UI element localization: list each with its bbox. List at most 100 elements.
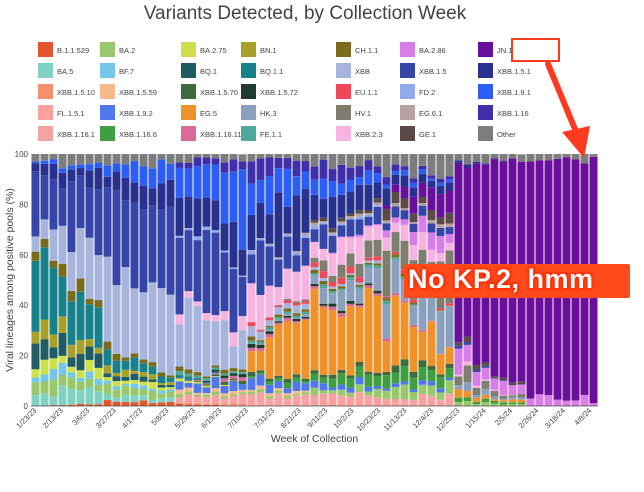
legend-label: FE.1.1 xyxy=(260,130,283,139)
bar-segment-xbb-1-9-1 xyxy=(256,179,265,203)
bar-segment-bn-1 xyxy=(157,383,166,385)
bar-segment-xbb-1-16-11 xyxy=(310,286,319,289)
annotation-arrow-head xyxy=(562,126,590,158)
bar-segment-xbb-1-9-1 xyxy=(418,169,427,174)
bar-segment-ch-1-1 xyxy=(193,372,202,376)
bar-segment-xbb-1-9-1 xyxy=(94,162,103,168)
bar-segment-ba-2 xyxy=(517,404,526,406)
bar-segment-xbb-1-5-72 xyxy=(247,344,256,348)
bar-segment-ba-2 xyxy=(328,390,337,394)
bar-segment-xbb xyxy=(31,236,40,252)
bar-segment-xbb-1-5-70 xyxy=(319,374,328,378)
bar-segment-fd-2 xyxy=(193,236,202,241)
bar-segment-xbb-1-16-11 xyxy=(409,324,418,328)
bar-segment-fe-1-1 xyxy=(391,257,400,260)
bar-segment-xbb-1-5 xyxy=(166,206,175,295)
bar-segment-xbb-1-5-1 xyxy=(292,195,301,252)
bar-segment-xbb-1-5 xyxy=(229,269,238,333)
bar-segment-xbb-1-5 xyxy=(472,369,481,372)
bar-segment-xbb-2-3 xyxy=(238,315,247,331)
bar-segment-hk-3 xyxy=(256,344,265,345)
bar-segment-eu-1-1 xyxy=(274,305,283,308)
bar-segment-ba-2-75 xyxy=(103,377,112,381)
bar-segment-ba-2 xyxy=(40,381,49,394)
bar-segment-hv-1 xyxy=(355,263,364,278)
bar-segment-fl-1-5-1 xyxy=(418,398,427,406)
bar-segment-xbb-1-5 xyxy=(391,206,400,218)
bar-segment-xbb-1-5-70 xyxy=(193,380,202,382)
bar-segment-ba-2 xyxy=(499,404,508,406)
bar-segment-b-1-1-529 xyxy=(157,402,166,406)
bar-segment-ch-1-1 xyxy=(391,254,400,258)
bar-segment-bn-1 xyxy=(67,344,76,358)
bar-segment-fl-1-5-1 xyxy=(382,401,391,406)
bar-segment-fl-1-5-1 xyxy=(175,401,184,404)
bar-segment-xbb-1-5-1 xyxy=(499,160,508,162)
bar-segment-ba-2 xyxy=(184,391,193,395)
bar-segment-b-1-1-529 xyxy=(94,404,103,406)
bar-segment-xbb-1-5-72 xyxy=(355,303,364,306)
bar-segment-xbb-1-5-1 xyxy=(337,194,346,218)
bar-segment-eg-5 xyxy=(256,350,265,371)
bar-segment-xbb xyxy=(58,225,67,265)
bar-segment-fe-1-1 xyxy=(229,371,238,374)
bar-segment-xbb-1-9-1 xyxy=(220,172,229,224)
bar-segment-other xyxy=(481,154,490,164)
bar-segment-ba-2-86 xyxy=(562,400,571,406)
bar-segment-xbb xyxy=(337,283,346,287)
legend-label: CH.1.1 xyxy=(355,46,379,55)
legend-label: FD.2 xyxy=(419,88,436,97)
bar-segment-xbb-1-9-1 xyxy=(364,170,373,185)
bar-segment-xbb-1-5-59 xyxy=(247,389,256,392)
bar-segment-other xyxy=(319,154,328,160)
bar-segment-xbb-1-9-2 xyxy=(238,384,247,390)
bar-segment-ch-1-1 xyxy=(328,289,337,292)
legend-label: B.1.1.529 xyxy=(57,46,90,55)
bar-segment-fd-2 xyxy=(292,252,301,256)
bar-segment-xbb-1-16-11 xyxy=(373,293,382,296)
bar-segment-xbb-1-5 xyxy=(265,246,274,286)
bar-segment-xbb-1-16-6 xyxy=(283,383,292,389)
bar-segment-eg-6-1 xyxy=(292,251,301,253)
legend-swatch xyxy=(100,42,115,57)
bar-segment-xbb-1-16 xyxy=(292,160,301,177)
bar-segment-ba-2 xyxy=(400,384,409,400)
bar-segment-xbb-1-9-1 xyxy=(382,184,391,189)
bar-segment-ba-2-86 xyxy=(454,348,463,375)
bar-segment-ch-1-1 xyxy=(301,309,310,312)
bar-segment-xbb-1-5-1 xyxy=(157,183,166,210)
bar-segment-xbb-1-9-1 xyxy=(373,173,382,183)
bar-segment-ge-1 xyxy=(373,198,382,203)
bar-segment-xbb-1-16-11 xyxy=(220,378,229,382)
bar-segment-fd-2 xyxy=(238,275,247,278)
bar-segment-jn-1 xyxy=(391,184,400,192)
bar-segment-xbb-1-9-2 xyxy=(265,384,274,394)
bar-segment-hk-3 xyxy=(283,313,292,316)
bar-segment-xbb-1-5-59 xyxy=(175,389,184,394)
bar-segment-bf-7 xyxy=(103,380,112,384)
bar-segment-xbb-1-16 xyxy=(355,165,364,178)
bar-segment-other xyxy=(427,154,436,176)
bar-segment-fd-2 xyxy=(319,222,328,225)
bar-segment-fe-1-1 xyxy=(184,373,193,377)
bar-segment-xbb-1-9-2 xyxy=(301,383,310,391)
bar-segment-xbb-1-16-6 xyxy=(517,402,526,405)
bar-segment-fl-1-5-1 xyxy=(292,399,301,406)
bar-segment-eg-5 xyxy=(274,324,283,376)
bar-segment-other xyxy=(247,154,256,162)
bar-segment-xbb-1-9-1 xyxy=(319,178,328,199)
bar-segment-xbb-1-9-2 xyxy=(274,381,283,389)
bar-segment-bq-1-1 xyxy=(31,260,40,332)
bar-segment-other xyxy=(301,154,310,162)
bar-segment-ba-2-86 xyxy=(400,219,409,225)
bar-segment-xbb-1-9-1 xyxy=(175,167,184,198)
bar-segment-xbb-1-16-6 xyxy=(472,401,481,405)
legend-swatch xyxy=(478,84,493,99)
bar-segment-bq-1-1 xyxy=(220,378,229,379)
legend-label: BQ.1 xyxy=(200,67,218,76)
bar-segment-ge-1 xyxy=(427,210,436,221)
bar-segment-xbb-1-5 xyxy=(58,188,67,226)
bar-segment-bq-1-1 xyxy=(58,276,67,317)
bar-segment-xbb-1-16-6 xyxy=(418,367,427,381)
bar-segment-eg-6-1 xyxy=(391,203,400,207)
